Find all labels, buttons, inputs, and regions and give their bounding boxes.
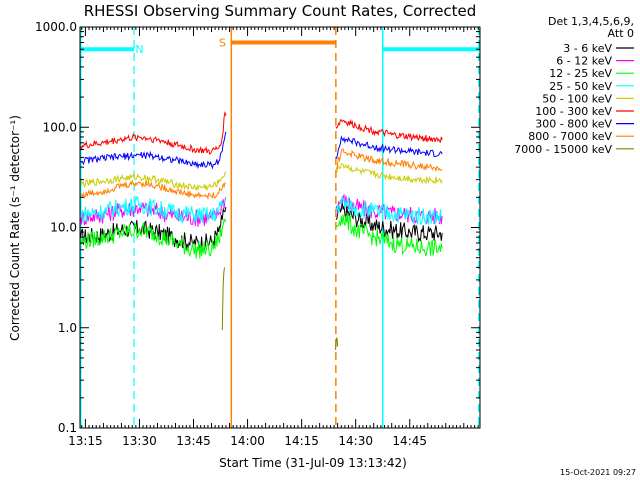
y-axis-label: Corrected Count Rate (s⁻¹ detector⁻¹): [8, 115, 22, 341]
series-line: [335, 163, 443, 185]
series-line: [335, 135, 443, 159]
series-line: [80, 196, 227, 224]
tick-layer: 0.1 1.0 10.0 100.0 1000.0 13:15 13:30 13:45 14:0…: [35, 20, 480, 448]
night-label: N: [135, 43, 143, 56]
legend-label: 25 - 50 keV: [549, 80, 612, 93]
series-line: [335, 337, 339, 351]
x-tick-label: 14:30: [338, 434, 373, 448]
y-tick-label: 1.0: [58, 321, 77, 335]
saa-label: S: [219, 37, 226, 50]
x-tick-label: 13:45: [176, 434, 211, 448]
series-line: [80, 111, 227, 155]
chart-title: RHESSI Observing Summary Count Rates, Co…: [84, 2, 477, 20]
legend-label: 7000 - 15000 keV: [514, 143, 612, 156]
x-tick-label: 13:15: [68, 434, 103, 448]
series-line: [335, 196, 443, 226]
y-tick-label: 1000.0: [35, 20, 77, 34]
x-tick-label: 14:45: [392, 434, 427, 448]
series-line: [221, 267, 225, 331]
series-line: [335, 148, 443, 173]
legend-label: 300 - 800 keV: [535, 118, 612, 131]
footer-timestamp: 15-Oct-2021 09:27: [560, 468, 636, 477]
series-layer: [80, 111, 443, 351]
legend-label: 6 - 12 keV: [556, 55, 612, 68]
series-line: [80, 218, 227, 259]
y-tick-label: 10.0: [50, 221, 77, 235]
legend-header-line-1: Det 1,3,4,5,6,9,: [548, 15, 634, 28]
y-tick-label: 100.0: [43, 120, 77, 134]
y-tick-label: 0.1: [58, 421, 77, 435]
legend-label: 800 - 7000 keV: [528, 130, 612, 143]
series-line: [80, 171, 227, 192]
legend-label: 3 - 6 keV: [563, 42, 612, 55]
series-line: [335, 119, 443, 144]
series-line: [335, 213, 443, 257]
series-line: [335, 202, 443, 243]
x-tick-label: 14:15: [284, 434, 319, 448]
series-line: [80, 178, 226, 201]
x-tick-label: 14:00: [230, 434, 265, 448]
legend-label: 100 - 300 keV: [535, 105, 612, 118]
x-axis-label: Start Time (31-Jul-09 13:13:42): [219, 456, 407, 470]
x-tick-label: 13:30: [122, 434, 157, 448]
legend-header-line-2: Att 0: [608, 27, 634, 40]
series-line: [80, 131, 227, 170]
legend-label: 12 - 25 keV: [549, 67, 612, 80]
legend-label: 50 - 100 keV: [542, 92, 612, 105]
